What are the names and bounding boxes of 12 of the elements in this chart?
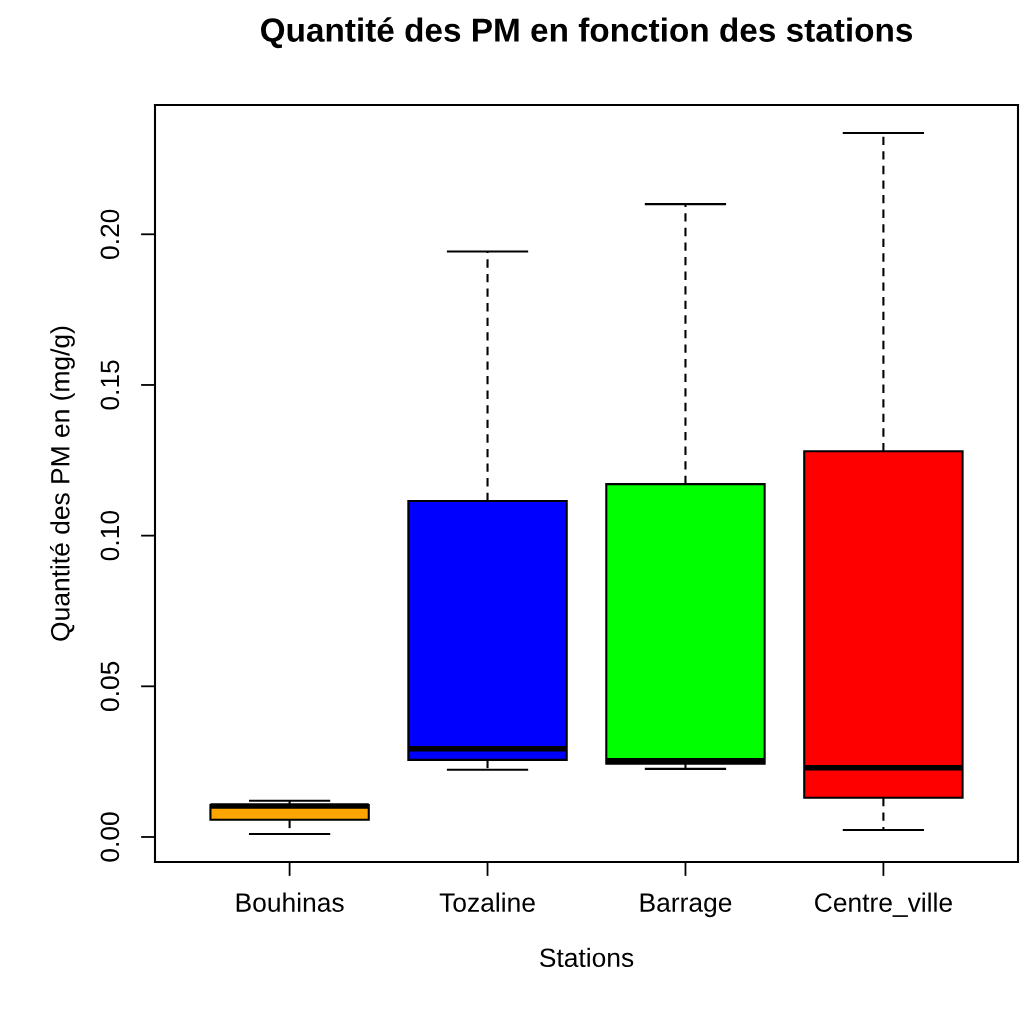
y-axis-title: Quantité des PM en (mg/g): [49, 326, 75, 641]
x-axis-title: Stations: [540, 947, 634, 968]
x-tick-label: Tozaline: [439, 892, 535, 912]
y-tick-label: 0.15: [100, 360, 120, 410]
y-tick-label: 0.10: [100, 510, 120, 561]
chart-title: Quantité des PM en fonction des stations: [261, 17, 913, 49]
x-tick-label: Barrage: [640, 893, 732, 918]
x-tick-label: Bouhinas: [236, 892, 344, 912]
x-tick-label: Centre_ville: [815, 892, 952, 917]
y-tick-label: 0.20: [100, 209, 120, 259]
y-tick-label: 0.05: [100, 661, 120, 711]
y-tick-label: 0.00: [100, 812, 120, 862]
